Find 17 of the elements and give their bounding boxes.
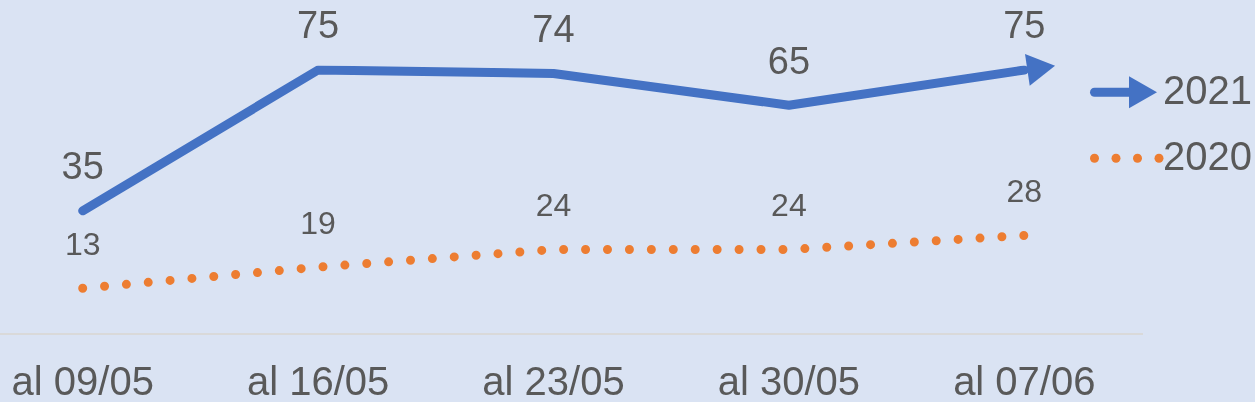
data-label: 75 <box>296 4 340 47</box>
data-label: 24 <box>535 187 572 224</box>
data-label: 24 <box>771 187 807 224</box>
x-tick-label: al 30/05 <box>717 359 861 402</box>
data-label: 13 <box>64 226 101 263</box>
data-label: 35 <box>61 145 104 188</box>
data-label: 74 <box>532 8 575 50</box>
x-tick-label: al 07/06 <box>953 359 1096 402</box>
x-tick-label: al 16/05 <box>246 359 390 402</box>
legend-label: 2021 <box>1163 68 1252 113</box>
x-tick-label: al 23/05 <box>482 359 625 402</box>
data-label: 75 <box>1003 4 1046 47</box>
data-label: 65 <box>767 39 811 82</box>
x-tick-label: al 09/05 <box>11 359 154 402</box>
data-label: 28 <box>1006 173 1043 210</box>
legend-label: 2020 <box>1163 134 1252 179</box>
data-label: 19 <box>300 204 336 241</box>
